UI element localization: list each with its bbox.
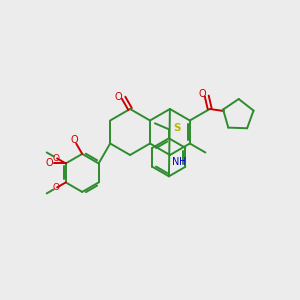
Text: H: H [179, 157, 186, 167]
Text: O: O [52, 154, 60, 163]
Text: O: O [199, 89, 207, 99]
Text: N: N [172, 157, 179, 167]
Text: O: O [52, 183, 60, 192]
Text: O: O [115, 92, 122, 102]
Text: O: O [46, 158, 54, 168]
Text: S: S [173, 123, 180, 133]
Text: O: O [70, 135, 78, 145]
